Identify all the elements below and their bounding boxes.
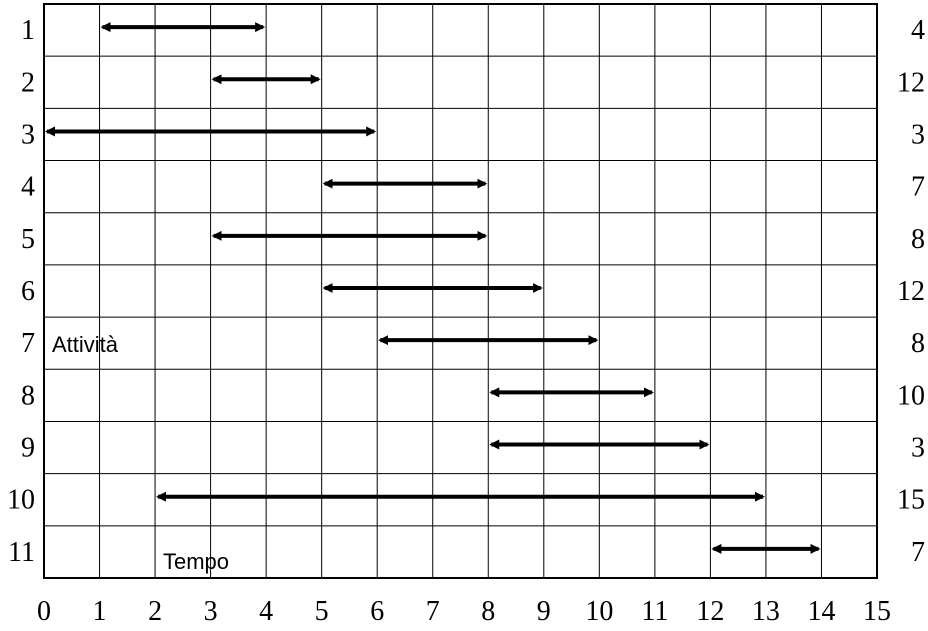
activity-label: 1 xyxy=(21,15,35,46)
activity-value: 12 xyxy=(897,276,925,307)
activity-label: 9 xyxy=(21,433,35,464)
activity-value: 12 xyxy=(897,67,925,98)
activity-label: 10 xyxy=(7,485,35,516)
activity-value: 3 xyxy=(911,119,925,150)
x-tick-label: 6 xyxy=(370,596,384,627)
x-tick-label: 9 xyxy=(537,596,551,627)
activity-value: 15 xyxy=(897,485,925,516)
activity-value: 8 xyxy=(911,328,925,359)
x-tick-label: 14 xyxy=(807,596,835,627)
plot-border xyxy=(43,3,878,579)
activity-label: 11 xyxy=(8,537,35,568)
x-tick-label: 15 xyxy=(863,596,891,627)
activity-bars xyxy=(45,22,821,554)
activity-value: 4 xyxy=(911,15,925,46)
y-axis-label: Attività xyxy=(52,332,119,357)
activity-label: 8 xyxy=(21,380,35,411)
activity-value: 3 xyxy=(911,433,925,464)
x-tick-label: 2 xyxy=(148,596,162,627)
grid xyxy=(43,3,878,579)
x-tick-label: 10 xyxy=(585,596,613,627)
x-tick-label: 12 xyxy=(696,596,724,627)
activity-label: 2 xyxy=(21,67,35,98)
activity-value: 10 xyxy=(897,380,925,411)
x-tick-label: 11 xyxy=(641,596,668,627)
x-tick-label: 8 xyxy=(481,596,495,627)
x-tick-label: 5 xyxy=(315,596,329,627)
x-tick-label: 0 xyxy=(37,596,51,627)
activity-label: 5 xyxy=(21,224,35,255)
activity-label: 4 xyxy=(21,172,35,203)
x-tick-label: 7 xyxy=(426,596,440,627)
activity-value: 7 xyxy=(911,537,925,568)
activity-label: 7 xyxy=(21,328,35,359)
x-tick-label: 4 xyxy=(259,596,273,627)
x-axis-label: Tempo xyxy=(163,549,229,574)
x-tick-label: 1 xyxy=(93,596,107,627)
activity-value: 8 xyxy=(911,224,925,255)
x-tick-label: 3 xyxy=(204,596,218,627)
x-tick-label: 13 xyxy=(752,596,780,627)
activity-label: 6 xyxy=(21,276,35,307)
activity-value: 7 xyxy=(911,172,925,203)
activity-label: 3 xyxy=(21,119,35,150)
